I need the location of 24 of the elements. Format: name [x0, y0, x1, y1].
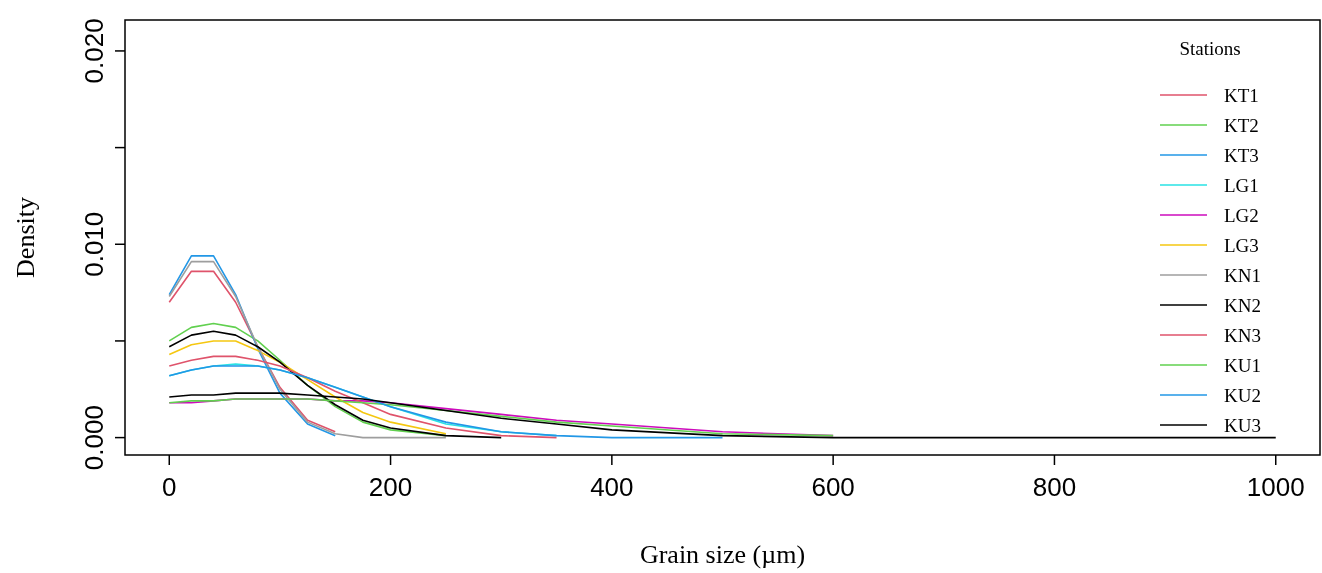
- y-tick-label: 0.000: [79, 405, 109, 471]
- legend-label: KT3: [1224, 145, 1259, 166]
- x-tick-label: 800: [1032, 472, 1077, 502]
- legend-label: KT2: [1224, 115, 1259, 136]
- x-tick-label: 400: [590, 472, 634, 502]
- y-tick-label: 0.020: [79, 18, 109, 84]
- legend-label: KN3: [1224, 325, 1261, 346]
- x-tick-label: 1000: [1246, 472, 1305, 502]
- x-axis-title: Grain size (µm): [639, 540, 806, 569]
- y-tick-label: 0.010: [79, 211, 109, 277]
- x-tick-label: 600: [811, 472, 855, 502]
- legend-label: KU1: [1224, 355, 1261, 376]
- legend-label: LG1: [1224, 175, 1259, 196]
- x-tick-label: 0: [162, 472, 177, 502]
- legend-label: KN1: [1224, 265, 1261, 286]
- legend-label: KN2: [1224, 295, 1261, 316]
- legend-label: KU2: [1224, 385, 1261, 406]
- legend-title: Stations: [1179, 38, 1241, 59]
- legend-label: LG2: [1224, 205, 1259, 226]
- y-axis-title: Density: [11, 197, 40, 278]
- legend-label: KU3: [1224, 415, 1261, 436]
- legend-label: KT1: [1224, 85, 1259, 106]
- legend-label: LG3: [1224, 235, 1259, 256]
- x-tick-label: 200: [368, 472, 413, 502]
